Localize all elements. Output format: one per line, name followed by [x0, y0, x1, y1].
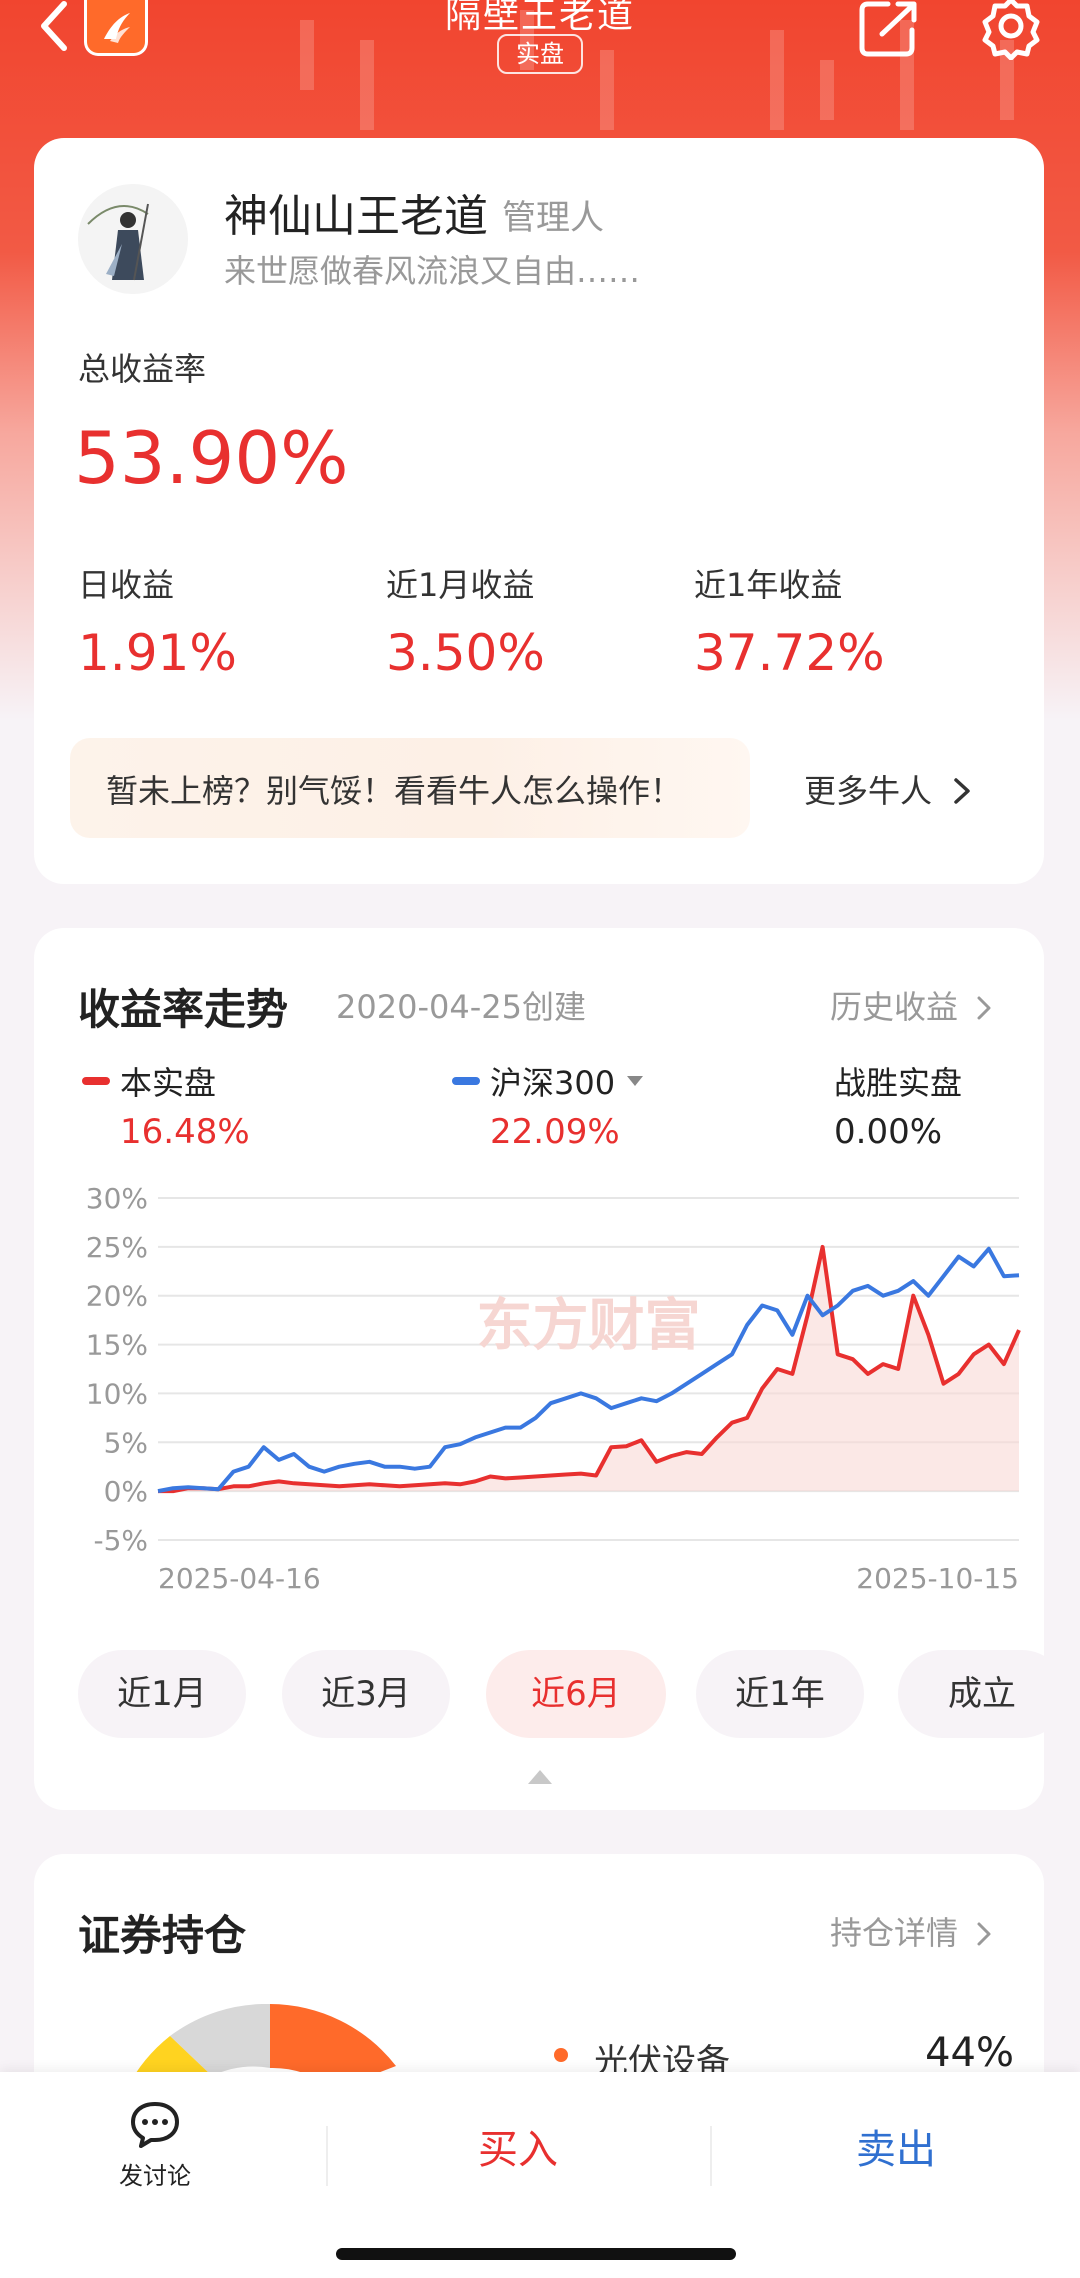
page-title: 隔壁王老道 — [444, 0, 635, 36]
legend-portfolio: 本实盘 16.48% — [82, 1058, 250, 1152]
manager-role: 管理人 — [502, 198, 604, 238]
stat-daily: 日收益 1.91% — [78, 560, 237, 682]
tab-3m[interactable]: 近3月 — [282, 1650, 450, 1738]
app-logo — [84, 0, 148, 56]
stat-value: 1.91% — [78, 624, 237, 682]
y-tick-label: 30% — [86, 1186, 148, 1215]
buy-button[interactable]: 买入 — [478, 2127, 558, 2173]
holding-color-dot — [554, 2048, 568, 2062]
avatar[interactable] — [78, 184, 188, 294]
legend-benchmark[interactable]: 沪深300 22.09% — [452, 1058, 645, 1152]
legend-value: 0.00% — [834, 1112, 943, 1152]
tab-6m[interactable]: 近6月 — [486, 1650, 666, 1738]
share-icon — [859, 1, 917, 57]
bottom-action-bar: 发讨论 买入 卖出 — [0, 2072, 1080, 2278]
legend-marker — [82, 1077, 110, 1085]
y-tick-label: -5% — [93, 1524, 148, 1557]
series-line-沪深300 — [157, 1246, 1020, 1494]
tab-1m[interactable]: 近1月 — [78, 1650, 246, 1738]
y-tick-label: 15% — [86, 1329, 148, 1362]
x-tick-label: 2025-10-15 — [856, 1562, 1019, 1595]
y-tick-label: 0% — [104, 1475, 148, 1508]
section-title: 收益率走势 — [78, 985, 289, 1034]
series-area-本实盘 — [158, 1246, 1019, 1492]
stat-label: 日收益 — [78, 566, 175, 604]
legend-marker — [452, 1077, 480, 1085]
manager-bio: 来世愿做春风流浪又自由…… — [224, 252, 641, 290]
donut-slice-other — [170, 2004, 270, 2076]
chevron-right-icon — [977, 996, 991, 1020]
gear-icon — [982, 0, 1040, 61]
stat-month: 近1月收益 3.50% — [386, 560, 545, 682]
total-return-value: 53.90% — [74, 416, 349, 500]
account-type-badge: 实盘 — [497, 34, 583, 74]
back-button[interactable] — [30, 0, 80, 56]
logo-icon — [104, 12, 130, 43]
y-tick-label: 5% — [104, 1426, 148, 1459]
divider — [710, 2126, 712, 2186]
created-date: 2020-04-25创建 — [336, 988, 586, 1026]
avatar-image — [78, 184, 188, 294]
manager-name[interactable]: 神仙山王老道 — [224, 191, 488, 242]
watermark-text: 东方财富 — [477, 1294, 701, 1359]
share-button[interactable] — [858, 0, 922, 58]
holdings-detail-link[interactable]: 持仓详情 — [830, 1908, 994, 1954]
chat-bubble-icon — [131, 2102, 179, 2148]
legend-value: 22.09% — [490, 1112, 620, 1152]
donut-slice-pv — [270, 2004, 396, 2090]
return-chart[interactable]: 30% 25% 20% 15% 10% 5% 0% -5% 东方财富 2025-04-16 2025… — [74, 1186, 1034, 1606]
settings-button[interactable] — [978, 0, 1044, 61]
holding-percent: 44% — [925, 2030, 1014, 2076]
more-experts-link[interactable]: 更多牛人 — [804, 766, 974, 812]
more-experts-label: 更多牛人 — [804, 772, 933, 810]
history-returns-link[interactable]: 历史收益 — [830, 982, 994, 1028]
chevron-left-icon — [41, 1, 67, 51]
caret-down-icon — [627, 1076, 644, 1086]
stat-label: 近1年收益 — [694, 566, 843, 604]
chevron-right-icon — [977, 1922, 991, 1946]
tab-1y[interactable]: 近1年 — [696, 1650, 864, 1738]
legend-value: 16.48% — [120, 1112, 250, 1152]
divider — [326, 2126, 328, 2186]
caret-up-icon — [528, 1770, 552, 1784]
discuss-label: 发讨论 — [119, 2162, 191, 2190]
stat-year: 近1年收益 37.72% — [694, 560, 885, 682]
stat-value: 37.72% — [694, 624, 885, 682]
legend-name: 沪深300 — [490, 1064, 616, 1102]
chevron-right-icon — [954, 778, 970, 804]
x-tick-label: 2025-04-16 — [158, 1562, 321, 1595]
y-tick-label: 20% — [86, 1280, 148, 1313]
legend-name: 战胜实盘 — [834, 1064, 963, 1102]
ranking-promo-banner[interactable] — [70, 738, 750, 838]
profile-card: 神仙山王老道 管理人 来世愿做春风流浪又自由…… 总收益率 53.90% 日收益… — [34, 138, 1044, 884]
discuss-button[interactable]: 发讨论 — [100, 2100, 210, 2210]
promo-text[interactable]: 暂未上榜？别气馁！看看牛人怎么操作！ — [106, 772, 683, 810]
home-indicator — [336, 2248, 736, 2260]
y-tick-label: 25% — [86, 1231, 148, 1264]
series-line-本实盘 — [158, 1244, 1021, 1494]
legend-name: 本实盘 — [120, 1064, 217, 1102]
history-returns-label: 历史收益 — [830, 988, 959, 1026]
total-return-label: 总收益率 — [78, 350, 207, 388]
stat-label: 近1月收益 — [386, 566, 535, 604]
section-title: 证券持仓 — [78, 1911, 247, 1960]
legend-beat-rate: 战胜实盘 0.00% — [834, 1058, 962, 1152]
holdings-detail-label: 持仓详情 — [830, 1914, 959, 1952]
sell-button[interactable]: 卖出 — [856, 2127, 936, 2173]
tab-since-inception[interactable]: 成立 — [898, 1650, 1044, 1738]
return-trend-card: 收益率走势 2020-04-25创建 历史收益 本实盘 16.48% 沪深300… — [34, 928, 1044, 1810]
top-nav-bar: 隔壁王老道 实盘 — [0, 0, 1080, 130]
stat-value: 3.50% — [386, 624, 545, 682]
y-tick-label: 10% — [86, 1377, 148, 1410]
period-tabs: 近1月 近3月 近6月 近1年 成立 — [78, 1650, 1044, 1740]
